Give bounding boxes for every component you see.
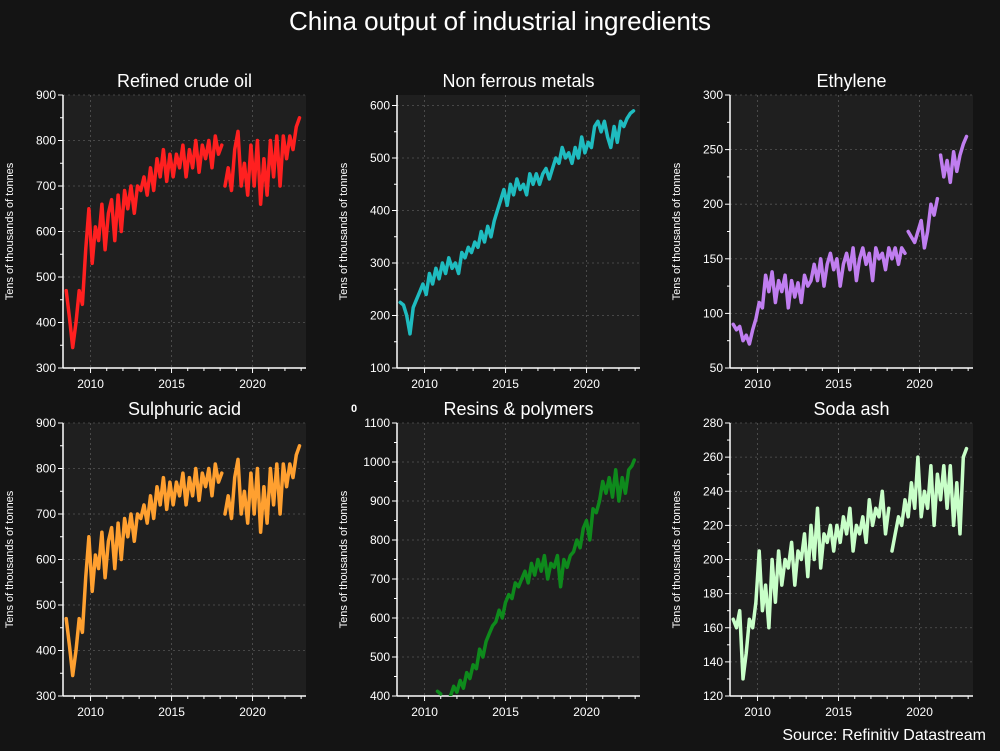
- chart-1-x-tick-label: 2010: [77, 377, 104, 391]
- chart-6-y-tick-label: 180: [703, 587, 723, 601]
- chart-3-x-tick-label: 2010: [744, 377, 771, 391]
- chart-5-y-tick-label: 400: [370, 689, 390, 703]
- chart-5-y-axis-label: Tens of thousands of tonnes: [338, 490, 350, 628]
- chart-3-title: Ethylene: [816, 71, 886, 91]
- chart-6-series-line: [731, 446, 969, 681]
- chart-6-y-tick-label: 140: [703, 655, 723, 669]
- chart-2-y-tick-label: 500: [370, 151, 390, 165]
- chart-5-x-tick-label: 2020: [573, 705, 600, 719]
- chart-4-y-tick-label: 600: [36, 553, 56, 567]
- chart-2-y-tick-label: 200: [370, 309, 390, 323]
- chart-6-y-tick-label: 280: [703, 416, 723, 430]
- chart-4-y-tick-label: 400: [36, 644, 56, 658]
- chart-2-x-tick-label: 2010: [411, 377, 438, 391]
- chart-1-x-tick-label: 2020: [239, 377, 266, 391]
- chart-6-x-tick-label: 2020: [906, 705, 933, 719]
- chart-4-y-tick-label: 700: [36, 507, 56, 521]
- chart-4-y-tick-label: 500: [36, 598, 56, 612]
- chart-5-plot-area: [397, 423, 640, 696]
- chart-4-x-tick-label: 2015: [158, 705, 185, 719]
- chart-2-y-tick-label: 600: [370, 99, 390, 113]
- chart-1-y-tick-label: 600: [36, 225, 56, 239]
- chart-3-y-tick-label: 150: [703, 252, 723, 266]
- chart-4-title: Sulphuric acid: [128, 399, 241, 419]
- chart-6-y-tick-label: 240: [703, 484, 723, 498]
- chart-5-series-line: [435, 458, 637, 696]
- chart-5-x-tick-label: 2015: [492, 705, 519, 719]
- chart-1-series-line: [64, 116, 302, 350]
- chart-3-y-axis-label: Tens of thousands of tonnes: [671, 162, 683, 300]
- chart-2-y-tick-label: 300: [370, 256, 390, 270]
- chart-1-y-tick-label: 300: [36, 361, 56, 375]
- chart-6-y-axis-label: Tens of thousands of tonnes: [671, 490, 683, 628]
- chart-4-series-line: [64, 444, 302, 678]
- chart-5-y-tick-label: 500: [370, 650, 390, 664]
- chart-5-y-tick-label: 800: [370, 533, 390, 547]
- chart-1-title: Refined crude oil: [117, 71, 252, 91]
- chart-4-y-tick-label: 300: [36, 689, 56, 703]
- chart-1-y-axis-label: Tens of thousands of tonnes: [4, 162, 16, 300]
- chart-2-y-tick-label: 400: [370, 204, 390, 218]
- chart-3-y-tick-label: 50: [710, 361, 724, 375]
- chart-3-y-tick-label: 250: [703, 143, 723, 157]
- chart-5-y-tick-label: 1000: [363, 455, 390, 469]
- chart-4-y-tick-label: 800: [36, 462, 56, 476]
- chart-2-y-axis-label: Tens of thousands of tonnes: [338, 162, 350, 300]
- chart-5-y-tick-label: 900: [370, 494, 390, 508]
- chart-5-y-tick-label: 600: [370, 611, 390, 625]
- chart-6-x-tick-label: 2015: [825, 705, 852, 719]
- chart-4-x-tick-label: 2020: [239, 705, 266, 719]
- source-note: Source: Refinitiv Datastream: [782, 727, 986, 744]
- chart-3-plot-area: [730, 95, 973, 368]
- chart-6-title: Soda ash: [813, 399, 889, 419]
- page-title: China output of industrial ingredients: [288, 6, 712, 36]
- chart-1-y-tick-label: 500: [36, 270, 56, 284]
- chart-1-y-tick-label: 700: [36, 179, 56, 193]
- chart-5-x-tick-label: 2010: [411, 705, 438, 719]
- chart-2-title: Non ferrous metals: [442, 71, 594, 91]
- chart-2-y-tick-label: 100: [370, 361, 390, 375]
- chart-5-y-tick-label: 1100: [364, 416, 390, 430]
- chart-1-y-tick-label: 800: [36, 134, 56, 148]
- chart-3-y-tick-label: 300: [703, 88, 723, 102]
- chart-2-series-line: [398, 109, 636, 336]
- chart-6-y-tick-label: 260: [703, 450, 723, 464]
- chart-3-x-tick-label: 2015: [825, 377, 852, 391]
- chart-2-x-tick-label: 2015: [492, 377, 519, 391]
- chart-6-x-tick-label: 2010: [744, 705, 771, 719]
- chart-1-y-tick-label: 400: [36, 316, 56, 330]
- chart-2-plot-area: [397, 95, 640, 368]
- chart-6-y-tick-label: 220: [703, 518, 723, 532]
- chart-6-y-tick-label: 160: [703, 621, 723, 635]
- chart-1-x-tick-label: 2015: [158, 377, 185, 391]
- chart-3-series-line: [731, 134, 969, 346]
- chart-4-y-tick-label: 900: [36, 416, 56, 430]
- chart-3-y-tick-label: 100: [703, 306, 723, 320]
- chart-6-y-tick-label: 200: [703, 553, 723, 567]
- chart-3-x-tick-label: 2020: [906, 377, 933, 391]
- chart-2-x-tick-label: 2020: [573, 377, 600, 391]
- chart-4-y-axis-label: Tens of thousands of tonnes: [4, 490, 16, 628]
- stray-axis-label: 0: [351, 403, 358, 415]
- chart-1-y-tick-label: 900: [36, 88, 56, 102]
- chart-6-y-tick-label: 120: [703, 689, 723, 703]
- chart-5-y-tick-label: 700: [370, 572, 390, 586]
- chart-3-y-tick-label: 200: [703, 197, 723, 211]
- chart-4-x-tick-label: 2010: [77, 705, 104, 719]
- chart-5-title: Resins & polymers: [443, 399, 593, 419]
